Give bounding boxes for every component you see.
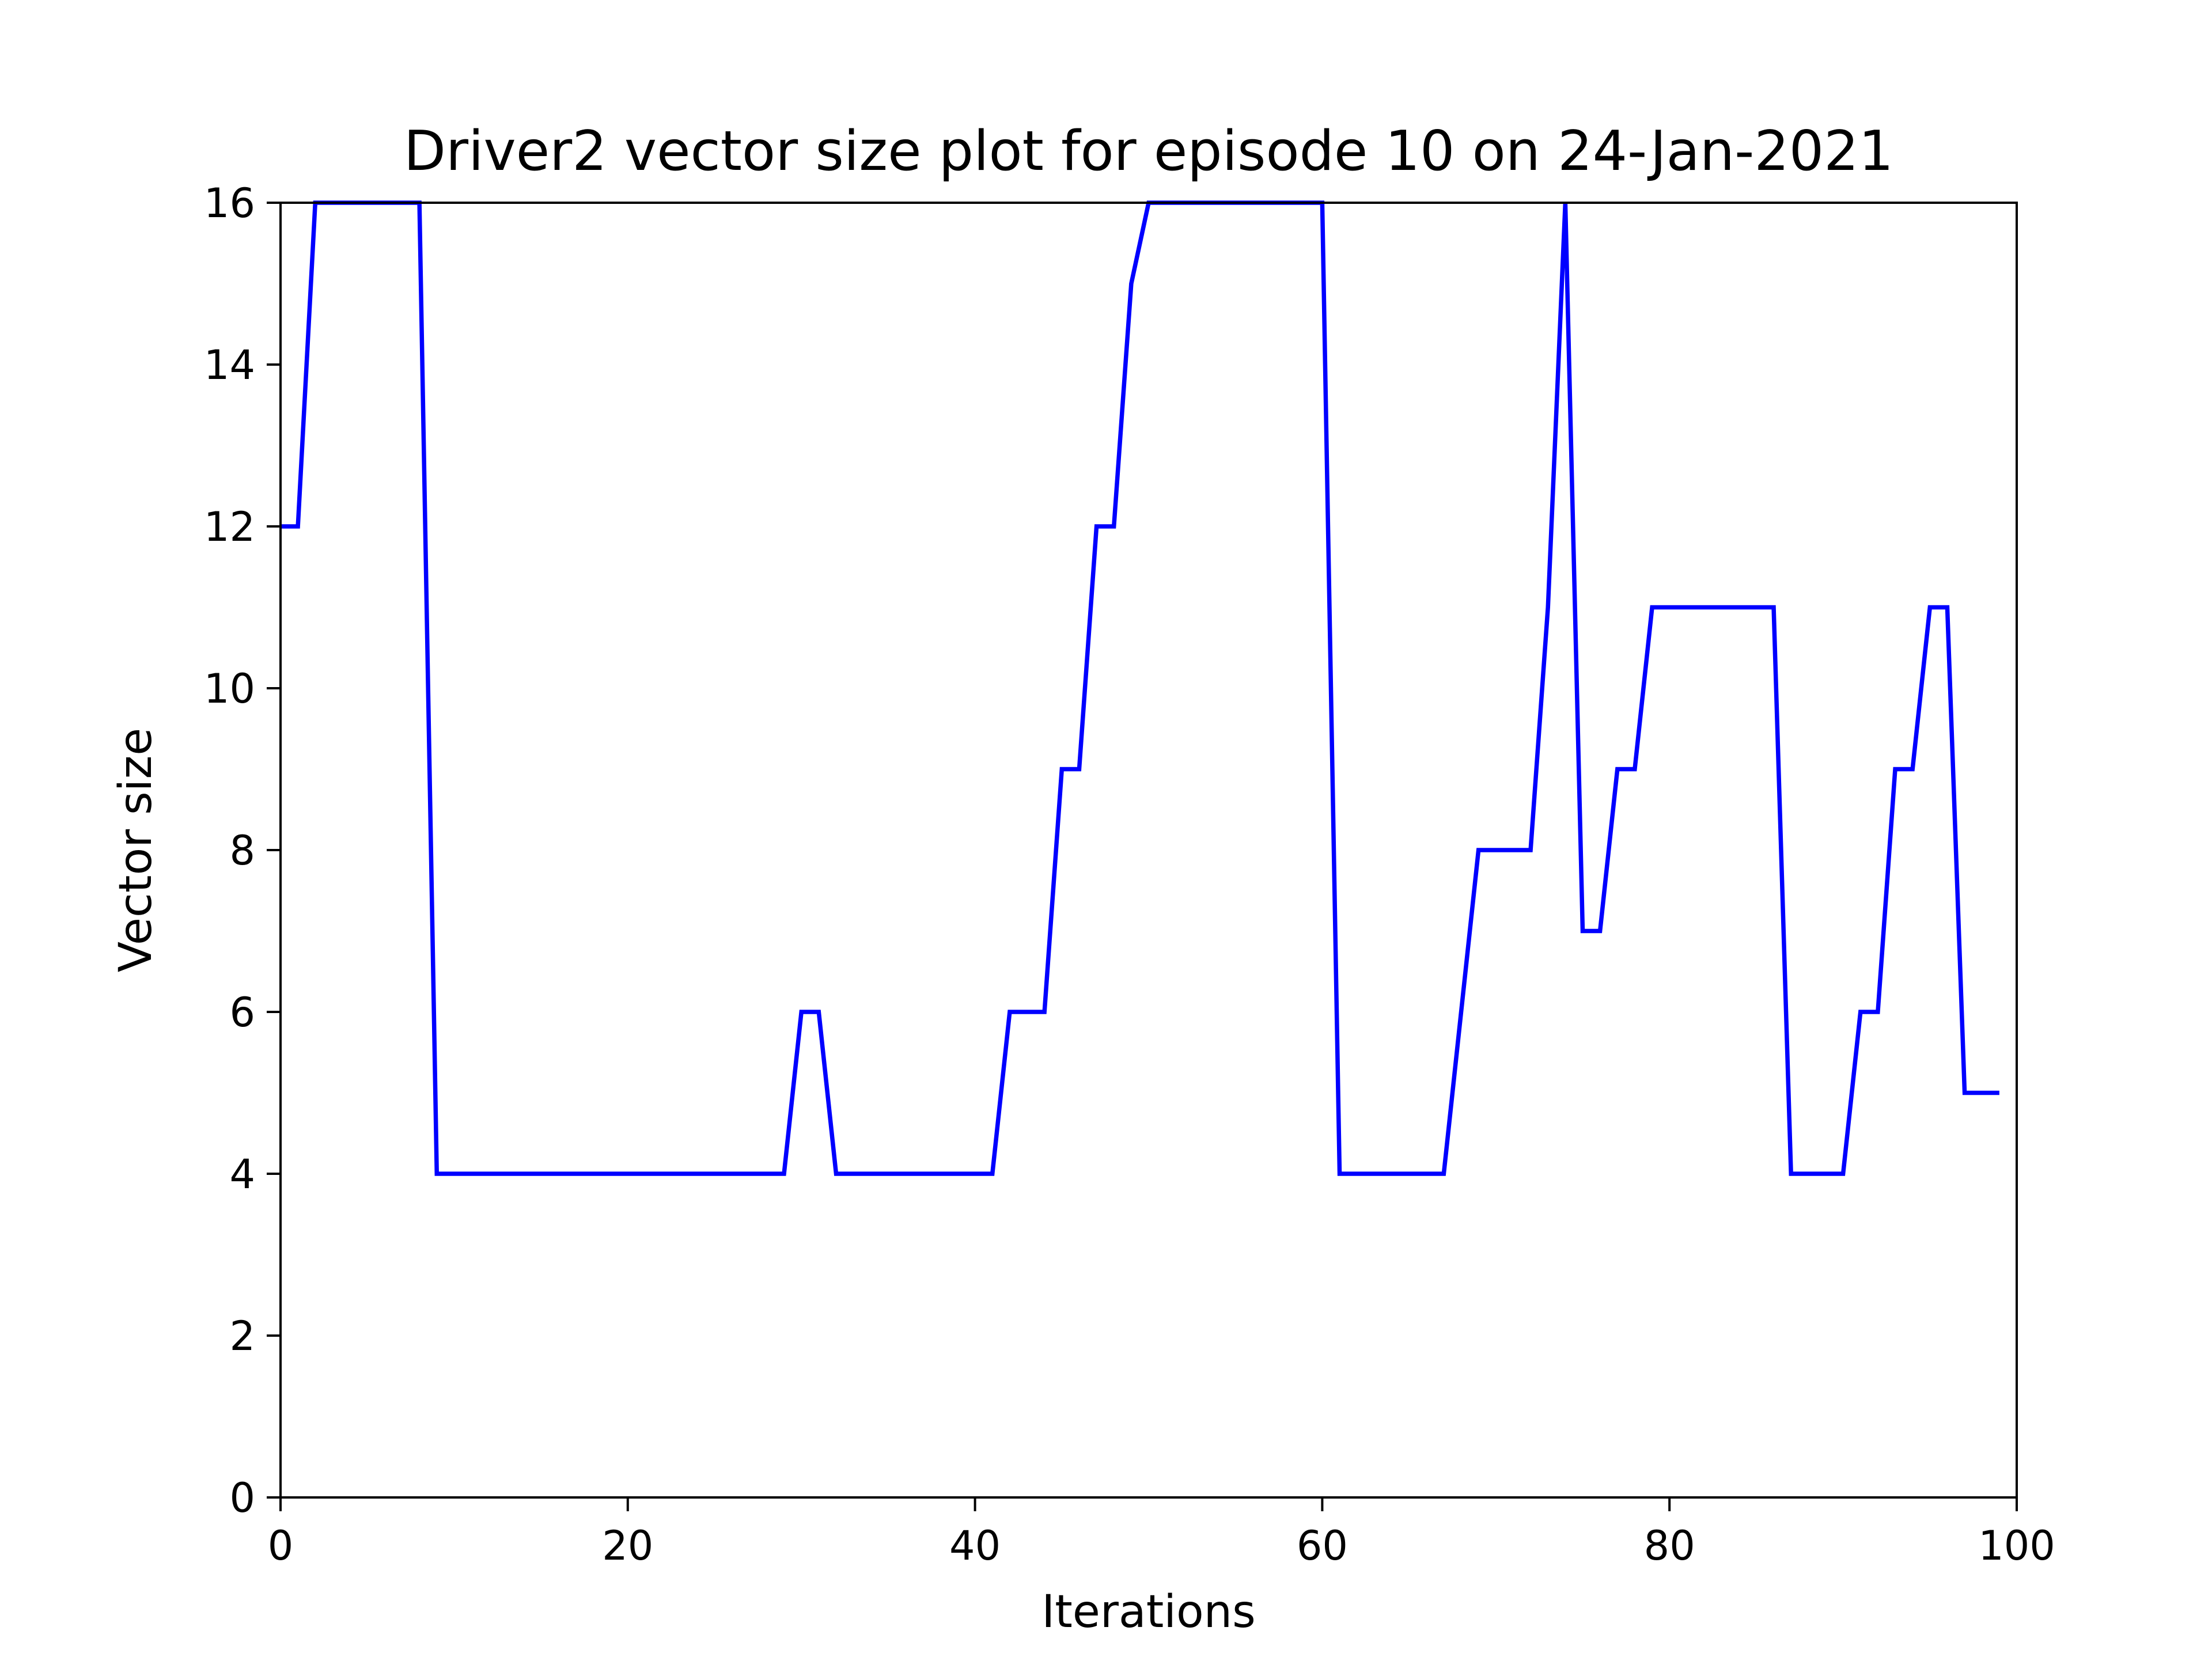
x-tick-label: 40 — [949, 1522, 1001, 1569]
y-tick-label: 6 — [229, 989, 255, 1036]
x-tick-label: 0 — [268, 1522, 294, 1569]
y-tick-label: 16 — [204, 180, 255, 227]
y-tick-label: 12 — [204, 503, 255, 551]
y-tick-label: 2 — [229, 1313, 255, 1360]
y-tick-label: 0 — [229, 1474, 255, 1522]
x-tick-label: 20 — [602, 1522, 653, 1569]
y-axis-label: Vector size — [110, 728, 162, 973]
plot-area: 0 20 40 60 80 100 0 2 4 6 8 10 12 14 16 — [204, 180, 2055, 1569]
y-tick-label: 4 — [229, 1151, 255, 1198]
x-tick-label: 100 — [1978, 1522, 2055, 1569]
y-tick-label: 10 — [204, 665, 255, 712]
series-line — [281, 200, 1999, 1176]
chart-title: Driver2 vector size plot for episode 10 … — [404, 120, 1893, 183]
y-tick-label: 14 — [204, 342, 255, 389]
y-tick-label: 8 — [229, 827, 255, 874]
x-tick-label: 80 — [1644, 1522, 1695, 1569]
x-tick-label: 60 — [1297, 1522, 1348, 1569]
x-axis-label: Iterations — [1041, 1586, 1256, 1638]
